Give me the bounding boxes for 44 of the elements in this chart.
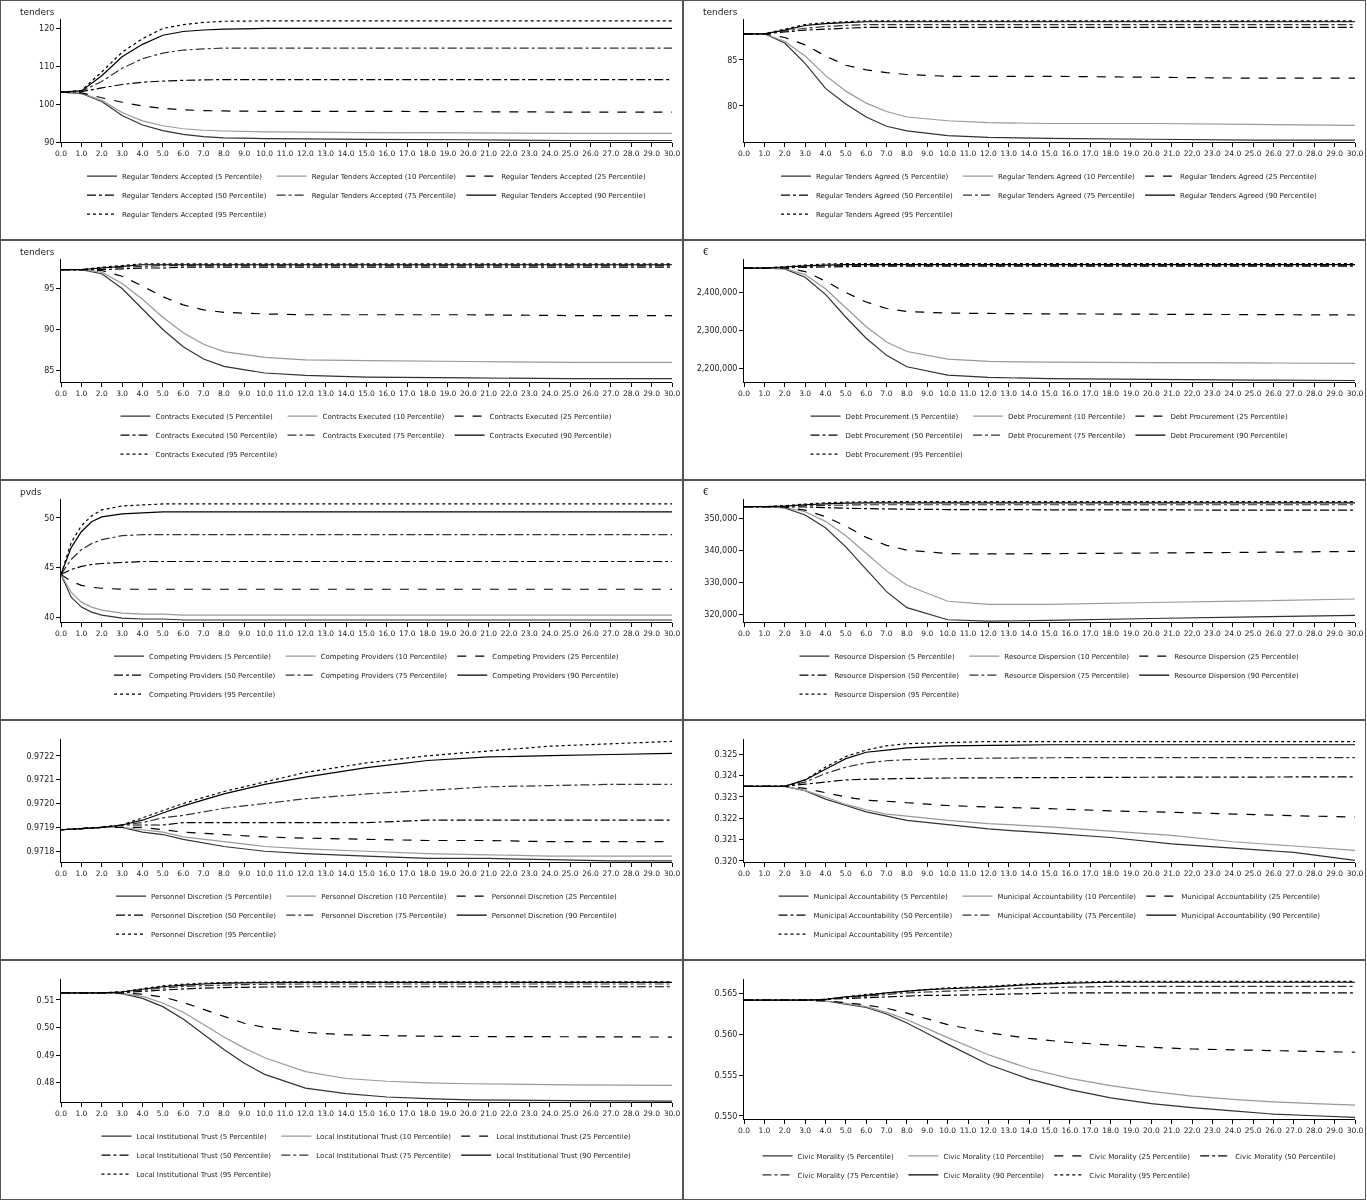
- y-tick-label: 0.50: [36, 1023, 55, 1033]
- y-tick-label: 85: [44, 366, 55, 376]
- y-tick-label: 0.322: [714, 814, 738, 824]
- y-axis-title: tenders: [20, 247, 55, 257]
- y-tick-label: 110: [39, 62, 55, 72]
- y-tick-label: 100: [39, 99, 55, 109]
- y-tick-label: 0.560: [714, 1030, 738, 1040]
- y-axis-title: €: [703, 247, 709, 257]
- y-axis-title: €: [703, 487, 709, 497]
- y-tick-label: 2,300,000: [696, 326, 738, 336]
- y-tick-label: 0.321: [714, 835, 738, 845]
- y-tick-label: 320,000: [704, 609, 738, 619]
- y-tick-label: 90: [44, 325, 55, 335]
- y-tick-label: 0.51: [36, 995, 55, 1005]
- y-tick-label: 95: [44, 284, 55, 294]
- y-tick-label: 0.9718: [26, 847, 55, 857]
- y-axis-title: tenders: [20, 7, 55, 17]
- y-tick-label: 0.320: [714, 856, 738, 866]
- y-tick-label: 90: [44, 137, 55, 147]
- y-tick-label: 2,400,000: [696, 288, 738, 298]
- y-tick-label: 0.550: [714, 1111, 738, 1121]
- y-tick-label: 340,000: [704, 545, 738, 555]
- y-tick-label: 0.325: [714, 750, 738, 760]
- y-tick-label: 0.323: [714, 792, 738, 802]
- y-tick-label: 330,000: [704, 577, 738, 587]
- y-tick-label: 80: [727, 101, 738, 111]
- y-tick-label: 120: [39, 24, 55, 34]
- y-tick-label: 0.324: [714, 771, 738, 781]
- y-tick-label: 85: [727, 55, 738, 65]
- y-tick-label: 50: [44, 513, 55, 523]
- y-tick-label: 0.49: [36, 1050, 55, 1060]
- y-tick-label: 45: [44, 563, 55, 573]
- y-tick-label: 40: [44, 612, 55, 622]
- y-tick-label: 0.9719: [26, 823, 55, 833]
- y-tick-label: 350,000: [704, 513, 738, 523]
- y-tick-label: 0.565: [714, 989, 738, 999]
- y-tick-label: 0.48: [36, 1078, 55, 1088]
- y-tick-label: 0.9722: [26, 751, 55, 761]
- y-axis-title: tenders: [703, 7, 738, 17]
- y-tick-label: 2,200,000: [696, 364, 738, 374]
- y-tick-label: 0.555: [714, 1070, 738, 1080]
- y-tick-label: 0.9721: [26, 775, 55, 785]
- y-axis-title: pvds: [20, 487, 42, 497]
- y-tick-label: 0.9720: [26, 799, 55, 809]
